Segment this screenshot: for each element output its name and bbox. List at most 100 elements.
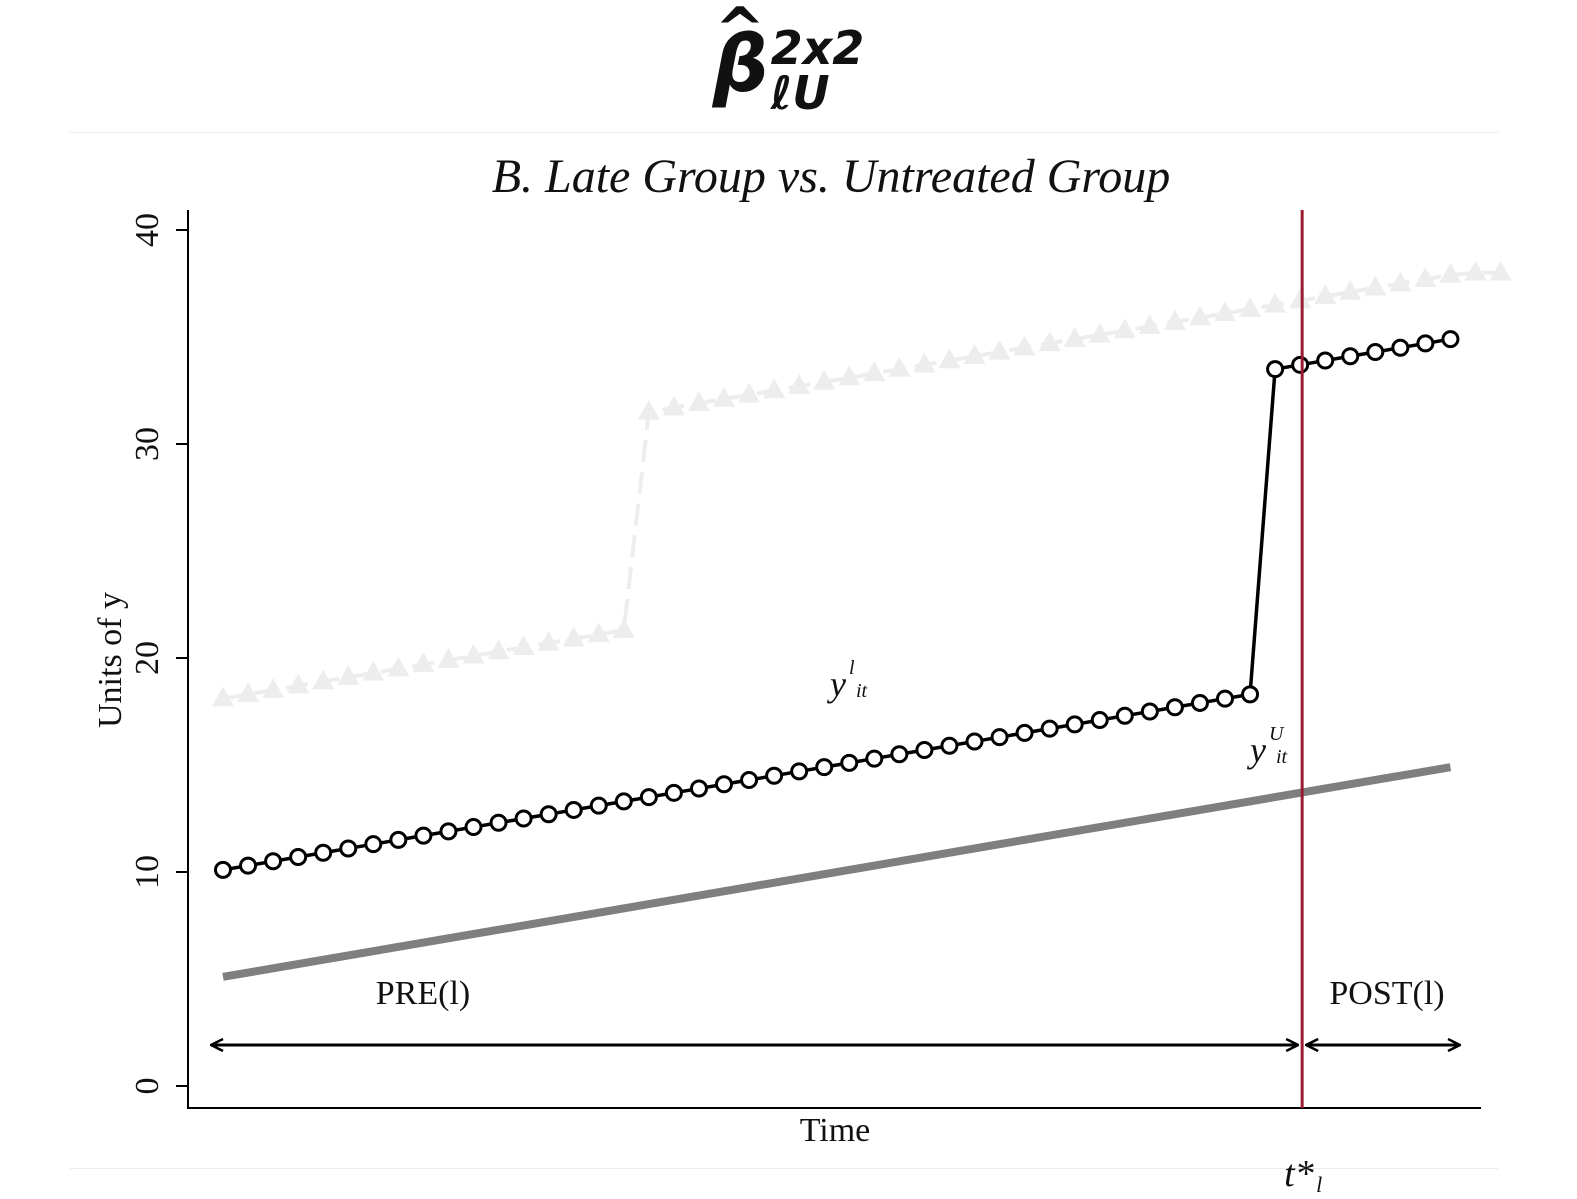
background-series-marker bbox=[1289, 288, 1312, 309]
late-series-marker bbox=[1090, 711, 1109, 730]
background-series-marker bbox=[1063, 327, 1086, 347]
late-series-marker bbox=[264, 852, 283, 871]
top-divider bbox=[70, 132, 1498, 133]
y-tick-label: 30 bbox=[129, 427, 166, 461]
formula-superscript: 2x2 bbox=[770, 21, 865, 75]
late-series-marker bbox=[1341, 347, 1360, 366]
background-series-marker bbox=[237, 682, 260, 703]
late-series-marker bbox=[364, 835, 383, 854]
background-series-marker bbox=[1088, 322, 1111, 343]
late-series-marker bbox=[1391, 338, 1410, 357]
background-series-marker bbox=[713, 386, 735, 407]
late-series-marker bbox=[464, 818, 483, 837]
background-series-marker bbox=[662, 395, 685, 416]
late-series-label-sup: l bbox=[849, 657, 855, 679]
background-series-marker bbox=[337, 665, 360, 685]
late-series-marker bbox=[715, 775, 733, 794]
formula-subscript: ℓU bbox=[770, 66, 830, 121]
late-series-marker bbox=[790, 762, 809, 781]
background-series-marker bbox=[1013, 335, 1036, 356]
background-series-marker bbox=[963, 344, 986, 364]
late-series-marker bbox=[539, 805, 558, 824]
formula-title: ^ β2x2 ℓU bbox=[0, 0, 1577, 116]
y-tick-label: 10 bbox=[129, 855, 166, 889]
axes bbox=[187, 210, 1481, 1109]
late-series-marker bbox=[965, 732, 984, 751]
late-series-marker bbox=[1165, 698, 1184, 717]
late-series-marker bbox=[289, 848, 308, 867]
late-series-marker bbox=[564, 800, 583, 819]
background-series-marker bbox=[262, 678, 285, 698]
late-series-marker bbox=[1065, 715, 1084, 734]
untreated-series-label-main: y bbox=[1247, 730, 1266, 770]
background-series-marker bbox=[838, 365, 861, 386]
background-series-marker bbox=[437, 648, 460, 668]
background-series-marker bbox=[412, 652, 435, 673]
late-series-marker bbox=[1015, 723, 1034, 742]
late-series-marker bbox=[1115, 706, 1134, 725]
late-series-marker bbox=[1241, 685, 1260, 704]
background-series-marker bbox=[1439, 262, 1462, 283]
background-series-marker bbox=[362, 660, 385, 681]
background-series-marker bbox=[1264, 292, 1287, 313]
chart-title: B. Late Group vs. Untreated Group bbox=[492, 150, 1171, 203]
late-series-marker bbox=[1266, 360, 1285, 379]
untreated-series-label-sup: U bbox=[1269, 723, 1285, 745]
post-period-label: POST(l) bbox=[1329, 975, 1444, 1012]
late-series-marker bbox=[890, 745, 909, 764]
untreated-series-label-sub: it bbox=[1276, 746, 1288, 768]
beta-hat-symbol: ^ β bbox=[713, 0, 769, 104]
late-series-marker bbox=[439, 822, 458, 841]
background-series-marker bbox=[1339, 279, 1362, 300]
background-series-marker bbox=[1314, 284, 1337, 305]
background-series-marker bbox=[687, 391, 710, 412]
y-tick-label: 40 bbox=[129, 213, 166, 247]
background-series-marker bbox=[1214, 301, 1236, 322]
pre-period-label: PRE(l) bbox=[376, 975, 470, 1012]
late-series-label-main: y bbox=[827, 664, 846, 704]
treatment-time-label-sub: l bbox=[1316, 1172, 1322, 1197]
background-series-marker bbox=[287, 673, 310, 694]
background-series-marker bbox=[1113, 318, 1136, 339]
background-series-marker bbox=[863, 361, 886, 382]
late-series-line bbox=[222, 337, 1451, 872]
hat-accent-icon: ^ bbox=[714, 0, 766, 65]
late-series-marker bbox=[1366, 342, 1385, 361]
late-series-marker bbox=[1140, 702, 1159, 721]
background-series-line bbox=[222, 270, 1501, 701]
background-series-marker bbox=[312, 669, 335, 690]
bottom-divider bbox=[70, 1168, 1498, 1169]
late-series-marker bbox=[1416, 334, 1435, 353]
background-series-marker bbox=[1364, 275, 1387, 296]
treatment-time-label: t* bbox=[1284, 1153, 1314, 1195]
late-series-marker bbox=[765, 766, 784, 785]
late-series-marker bbox=[589, 796, 608, 815]
late-series-marker bbox=[815, 758, 834, 777]
y-tick-label: 0 bbox=[129, 1078, 166, 1095]
late-series-label-sub: it bbox=[856, 680, 868, 702]
background-series-marker bbox=[813, 369, 836, 390]
background-series-marker bbox=[1389, 271, 1412, 292]
background-series-marker bbox=[637, 399, 660, 420]
background-series-marker bbox=[212, 686, 234, 707]
late-series-marker bbox=[1040, 719, 1059, 738]
late-series-marker bbox=[239, 856, 258, 875]
background-series-marker bbox=[938, 348, 961, 369]
x-axis-label: Time bbox=[800, 1112, 871, 1149]
background-series-marker bbox=[738, 382, 761, 403]
late-series-marker bbox=[1291, 355, 1310, 374]
background-series-marker bbox=[487, 639, 510, 660]
background-series-marker bbox=[512, 635, 535, 655]
late-series-marker bbox=[414, 826, 433, 845]
background-series-marker bbox=[612, 618, 635, 638]
late-series-marker bbox=[865, 749, 884, 768]
background-series-marker bbox=[562, 626, 585, 647]
background-series-marker bbox=[1239, 297, 1262, 317]
late-series-marker bbox=[614, 792, 633, 811]
formula-scripts: 2x2 ℓU bbox=[771, 25, 865, 116]
background-series-marker bbox=[1489, 260, 1512, 281]
beta-letter: β bbox=[712, 20, 769, 110]
late-series-marker bbox=[514, 809, 533, 828]
y-axis-ticks: 0 10 20 30 40 bbox=[129, 213, 188, 1095]
